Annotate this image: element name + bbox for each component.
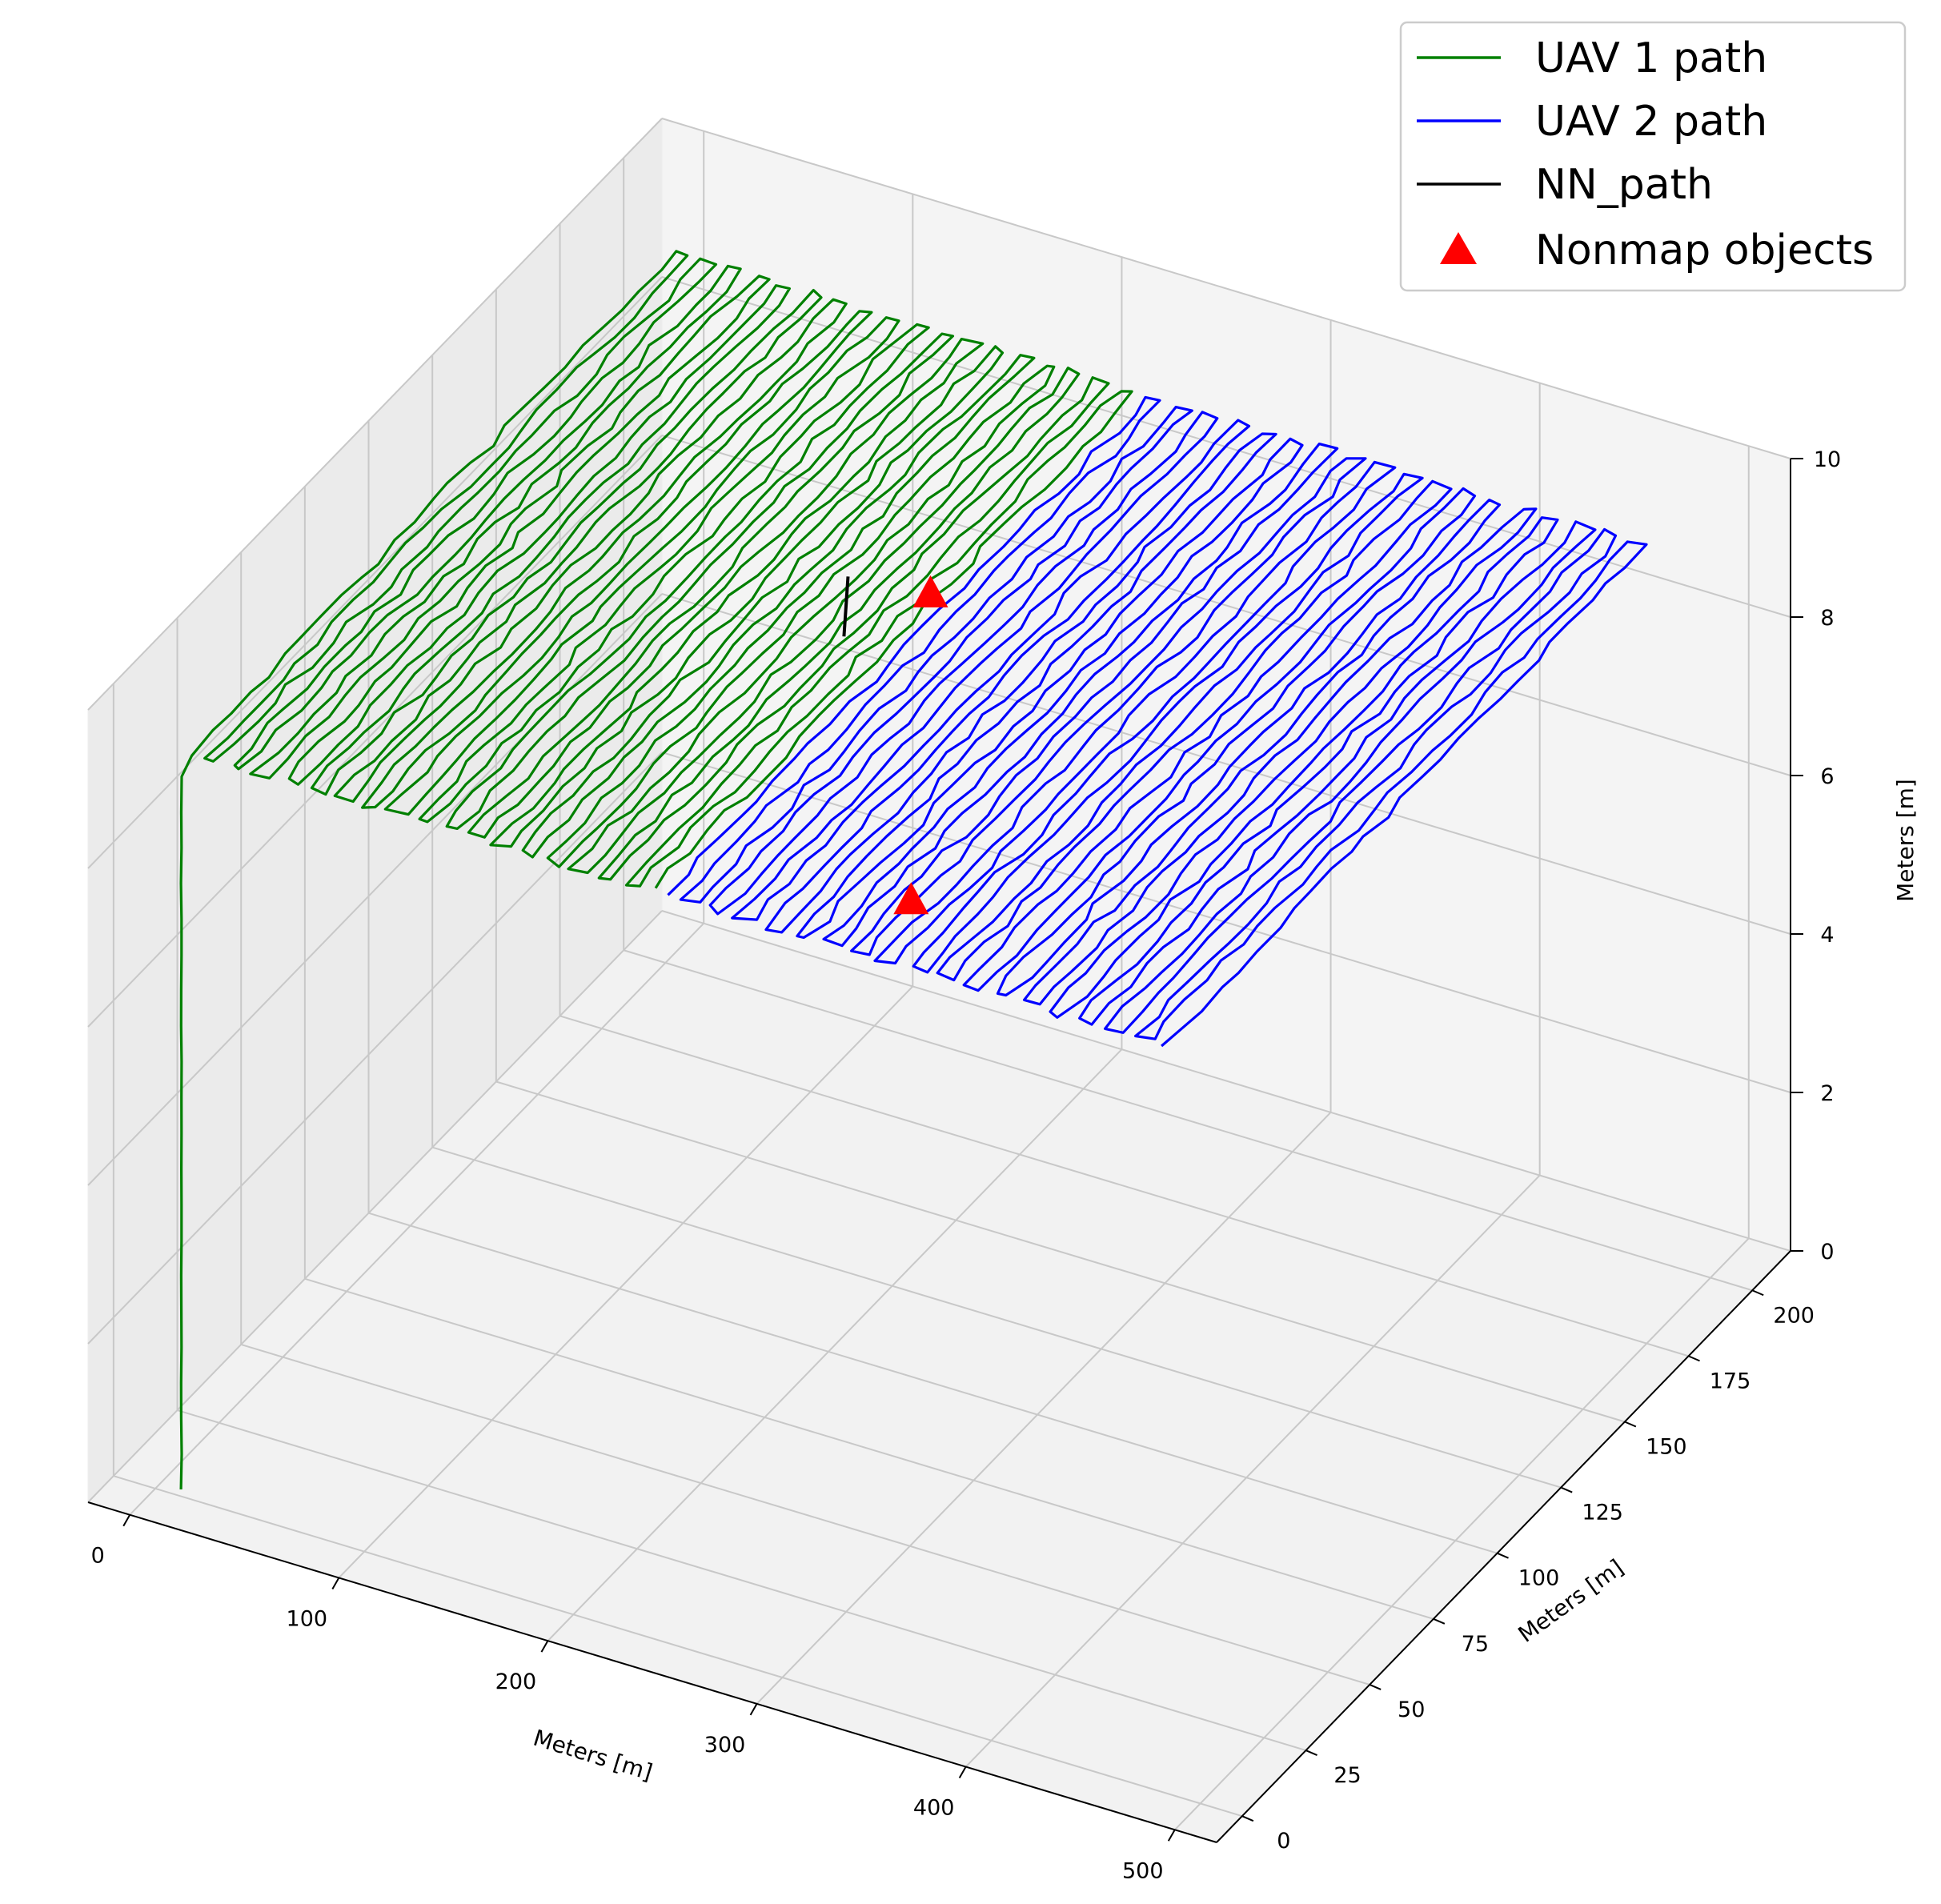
legend-frame [1399, 21, 1907, 292]
tick-marks [87, 458, 1803, 1843]
y-tick-label: 50 [1398, 1698, 1425, 1722]
grid-x-floor [964, 1174, 1541, 1768]
y-tick-label: 25 [1333, 1763, 1361, 1788]
x-axis-line [87, 1501, 1217, 1843]
z-tick-label: 6 [1820, 764, 1834, 789]
grid-x-floor [547, 1048, 1123, 1641]
z-tick-label: 4 [1820, 923, 1834, 948]
x-tick [331, 1577, 340, 1589]
y-tick-label: 200 [1773, 1303, 1815, 1328]
data-series [179, 250, 1648, 1490]
grid-z-back [661, 118, 1791, 459]
x-tick-label: 500 [1122, 1858, 1164, 1883]
z-tick-label: 10 [1814, 447, 1841, 472]
z-tick-label: 8 [1820, 606, 1834, 631]
legend-marker-triangle-icon [1440, 232, 1477, 264]
legend-entry-nn: NN_path [1417, 161, 1713, 209]
x-tick-label: 400 [913, 1796, 955, 1821]
grid-y-floor [177, 1409, 1306, 1752]
legend-label-nn: NN_path [1535, 161, 1713, 209]
legend-label-objects: Nonmap objects [1535, 226, 1874, 275]
x-tick-label: 100 [287, 1606, 328, 1631]
grid-z-left [87, 118, 663, 711]
grid-y-floor [495, 1080, 1626, 1423]
y-tick-label: 125 [1582, 1501, 1623, 1525]
y-tick [1369, 1684, 1382, 1690]
grid-x-floor [1174, 1237, 1750, 1830]
y-tick-label: 175 [1710, 1369, 1751, 1393]
legend-entry-objects: Nonmap objects [1440, 226, 1874, 275]
grid-z-back [661, 910, 1791, 1252]
x-tick-label: 300 [704, 1733, 746, 1758]
y-tick [1497, 1552, 1509, 1559]
grid-y-floor [559, 1015, 1689, 1357]
grid-y-floor [240, 1343, 1370, 1686]
series-2-line [667, 395, 1648, 1048]
legend-label-uav2: UAV 2 path [1535, 98, 1767, 146]
series-3-line [842, 576, 850, 637]
grid-x-floor [129, 923, 704, 1516]
x-tick [540, 1640, 549, 1653]
x-tick-label: 0 [91, 1544, 105, 1569]
y-tick [1751, 1289, 1764, 1297]
y-tick [1688, 1355, 1700, 1362]
tick-labels: 0 100 200 300 400 500 0 25 50 75 100 125 150 175 200 0 2… [91, 447, 1842, 1883]
x-axis-label: Meters [m] [530, 1725, 656, 1786]
y-tick [1305, 1750, 1317, 1756]
nonmap-object-marker [912, 575, 948, 607]
grid-y-floor [623, 949, 1753, 1292]
legend-entry-uav2: UAV 2 path [1417, 98, 1767, 146]
z-tick-label: 0 [1820, 1240, 1834, 1265]
y-tick [1560, 1486, 1573, 1493]
grid-z-back [661, 752, 1791, 1093]
y-tick [1624, 1421, 1637, 1428]
series-1-line [179, 250, 1133, 1490]
x-tick-label: 200 [495, 1670, 537, 1694]
grid-y-floor [431, 1146, 1562, 1489]
y-tick [1433, 1617, 1446, 1625]
y-tick-label: 75 [1462, 1632, 1489, 1657]
z-tick-label: 2 [1820, 1081, 1834, 1106]
nonmap-object-marker [893, 882, 929, 915]
grid-y-floor [368, 1212, 1498, 1554]
x-tick [958, 1766, 967, 1779]
grid-x-floor [338, 985, 914, 1579]
y-tick-label: 100 [1518, 1566, 1560, 1591]
y-tick [1241, 1815, 1254, 1822]
y-tick-label: 0 [1277, 1829, 1290, 1854]
z-axis-label: Meters [m] [1892, 779, 1919, 902]
legend-label-uav1: UAV 1 path [1535, 34, 1767, 82]
grid-z-left [87, 752, 663, 1345]
grid-z-left [87, 435, 663, 1028]
legend: UAV 1 path UAV 2 path NN_path Nonmap obj… [1399, 21, 1907, 292]
grid-z-left [87, 910, 663, 1503]
x-tick [1167, 1829, 1176, 1842]
legend-entry-uav1: UAV 1 path [1417, 34, 1767, 82]
grid-y-floor [113, 1475, 1243, 1818]
x-tick [749, 1703, 758, 1716]
x-tick [122, 1514, 131, 1527]
y-tick-label: 150 [1646, 1434, 1687, 1459]
grid-x-floor [756, 1112, 1332, 1705]
y-axis-line [1216, 1250, 1791, 1843]
grid-y-floor [304, 1277, 1434, 1620]
